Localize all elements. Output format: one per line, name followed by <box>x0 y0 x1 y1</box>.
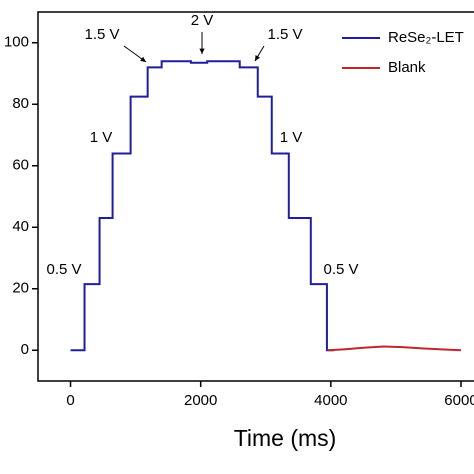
annotation: 2 V <box>191 12 214 29</box>
x-tick-label: 6000 <box>444 392 474 409</box>
y-tick-label: 40 <box>12 218 29 235</box>
annotation: 1.5 V <box>267 26 302 43</box>
data-line <box>70 60 335 352</box>
arrow-head <box>255 55 261 61</box>
annotation: 1 V <box>90 129 113 146</box>
x-tick-label: 2000 <box>184 392 217 409</box>
arrow-head <box>199 48 205 54</box>
x-axis-label: Time (ms) <box>234 425 337 451</box>
x-tick-label: 4000 <box>314 392 347 409</box>
arrow-head <box>140 56 146 62</box>
y-tick-label: 100 <box>4 34 29 51</box>
y-tick-label: 60 <box>12 157 29 174</box>
axis-frame <box>37 11 474 382</box>
annotation: 0.5 V <box>46 261 81 278</box>
annotation: 1 V <box>280 129 303 146</box>
annotation: 0.5 V <box>323 261 358 278</box>
legend-label: ReSe₂-LET <box>388 29 464 46</box>
data-line <box>327 345 462 352</box>
x-tick-label: 0 <box>66 392 74 409</box>
legend-label: Blank <box>388 59 426 76</box>
annotation: 1.5 V <box>84 26 119 43</box>
y-tick-label: 20 <box>12 280 29 297</box>
y-tick-label: 0 <box>21 341 29 358</box>
y-tick-label: 80 <box>12 95 29 112</box>
